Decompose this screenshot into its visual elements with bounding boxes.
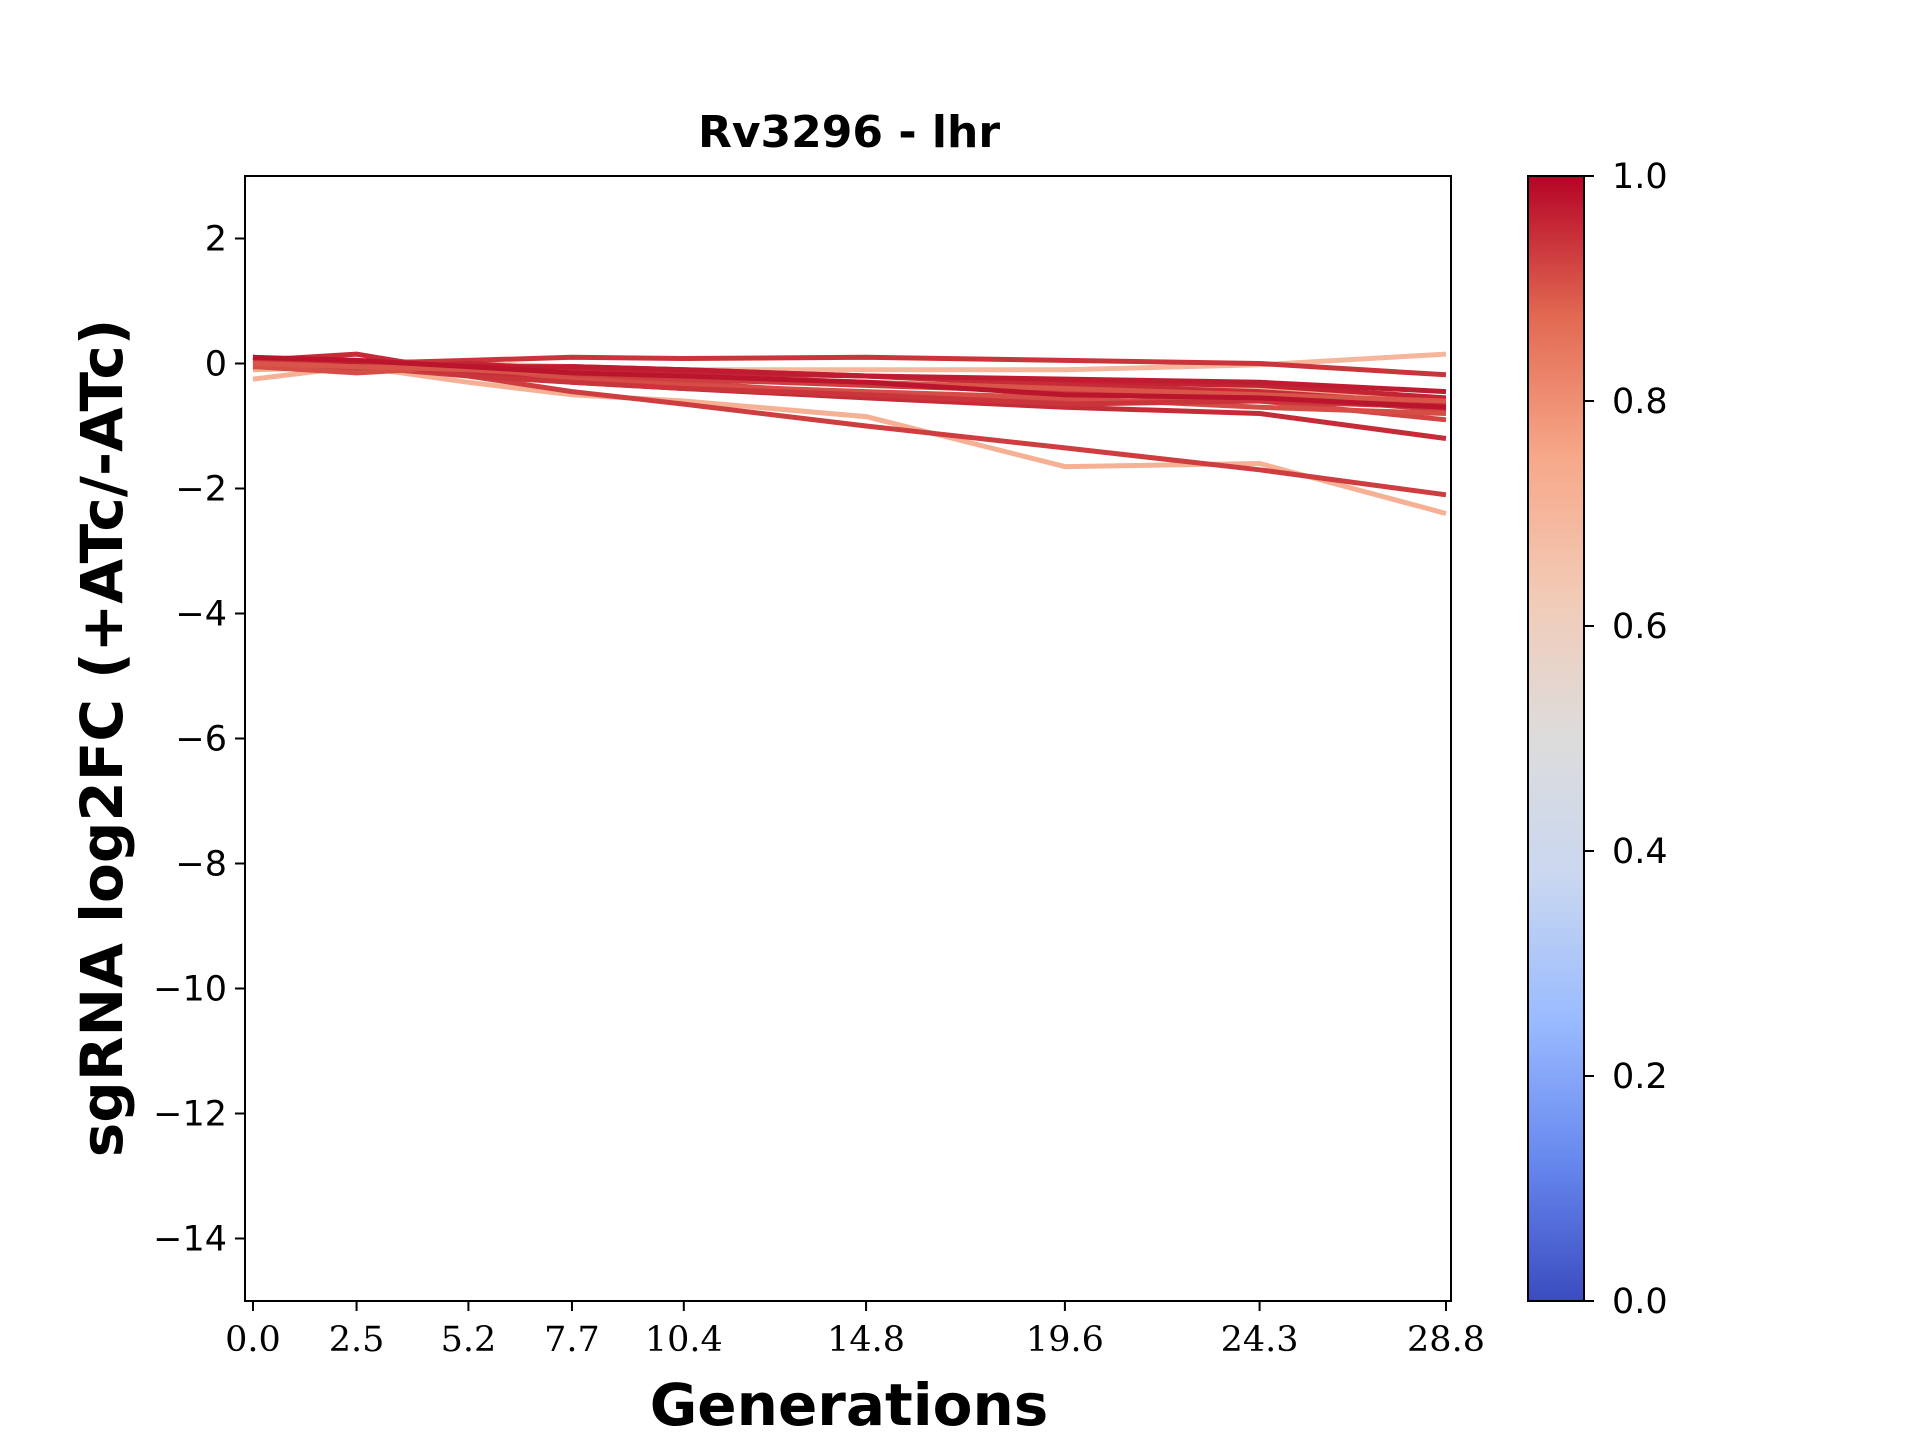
- colorbar-tick-label: 0.2: [1612, 1057, 1668, 1097]
- y-tick-label: −2: [175, 470, 227, 510]
- plot-area: [244, 175, 1452, 1302]
- x-tick-label: 5.2: [441, 1320, 497, 1360]
- x-tick-label: 19.6: [1026, 1320, 1104, 1360]
- x-tick-label: 14.8: [827, 1320, 905, 1360]
- colorbar-ticks: 0.0 0.2 0.4 0.6 0.8 1.0: [1584, 157, 1668, 1322]
- series-line: [252, 354, 1447, 410]
- x-tick-label: 10.4: [645, 1320, 723, 1360]
- x-axis: 0.0 2.5 5.2 7.7 10.4 14.8 19.6 24.3 28.8: [225, 1301, 1485, 1360]
- y-axis-label: sgRNA log2FC (+ATc/-ATc): [68, 319, 136, 1157]
- chart-title: Rv3296 - lhr: [698, 107, 1000, 158]
- colorbar-tick-label: 0.0: [1612, 1282, 1668, 1322]
- x-tick-label: 2.5: [329, 1320, 385, 1360]
- colorbar-tick-label: 1.0: [1612, 157, 1668, 197]
- x-tick-label: 28.8: [1407, 1320, 1485, 1360]
- y-axis: 2 0 −2 −4 −6 −8 −10 −12 −14: [153, 220, 245, 1260]
- x-tick-label: 24.3: [1221, 1320, 1299, 1360]
- y-tick-label: −8: [175, 845, 227, 885]
- colorbar-tick-label: 0.4: [1612, 832, 1668, 872]
- y-tick-label: −12: [153, 1095, 227, 1135]
- y-tick-label: 2: [205, 220, 227, 260]
- colorbar-gradient: [1527, 175, 1585, 1302]
- colorbar-tick-label: 0.8: [1612, 382, 1668, 422]
- plot-frame: [244, 175, 1452, 1302]
- x-tick-label: 7.7: [544, 1320, 600, 1360]
- y-tick-label: −10: [153, 970, 227, 1010]
- x-tick-label: 0.0: [225, 1320, 281, 1360]
- y-tick-label: −14: [153, 1220, 227, 1260]
- x-axis-label: Generations: [650, 1371, 1049, 1439]
- y-tick-label: −6: [175, 720, 227, 760]
- colorbar: 0.0 0.2 0.4 0.6 0.8 1.0: [1527, 157, 1668, 1322]
- y-tick-label: −4: [175, 595, 227, 635]
- y-tick-label: 0: [205, 345, 227, 385]
- series-lines: [252, 351, 1447, 516]
- colorbar-tick-label: 0.6: [1612, 607, 1668, 647]
